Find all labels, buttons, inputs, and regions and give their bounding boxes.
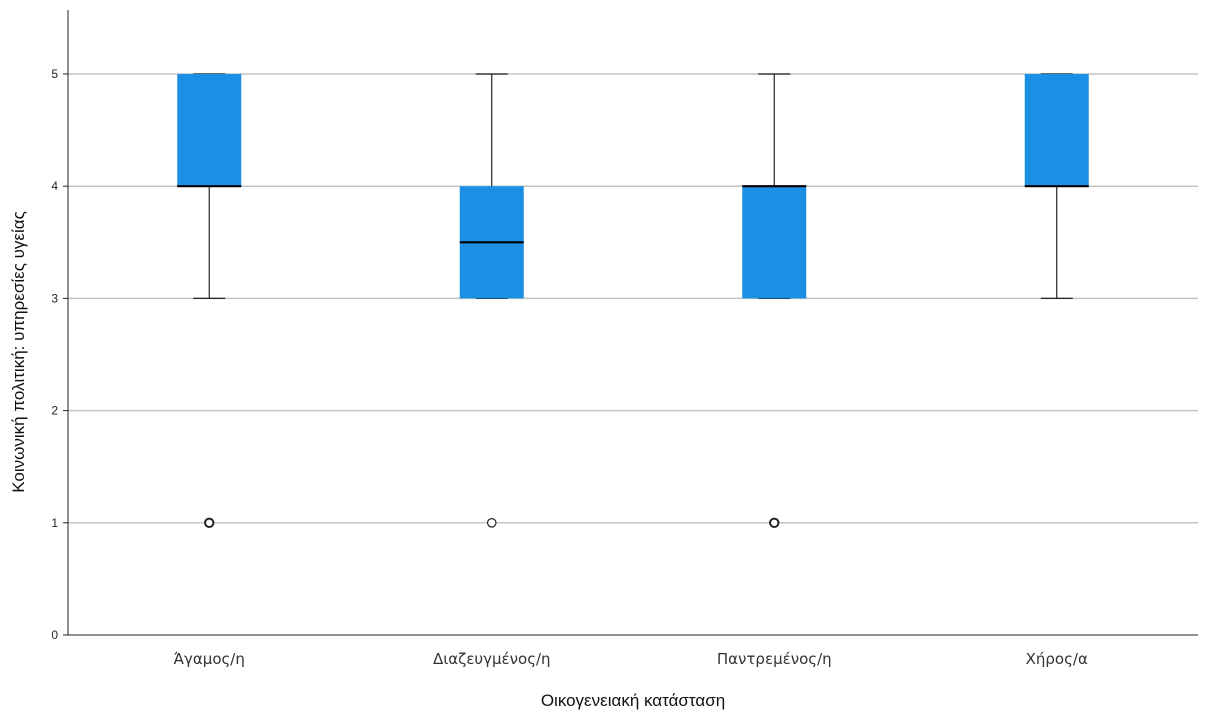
x-category-label: Άγαμος/η: [174, 650, 245, 668]
iqr-box: [742, 186, 807, 299]
y-tick-label: 1: [51, 516, 58, 530]
axes: [67, 10, 1198, 636]
box-1: [459, 73, 524, 528]
y-tick-label: 0: [51, 628, 58, 642]
x-category-label: Χήρος/α: [1026, 650, 1088, 668]
outlier-point: [769, 517, 780, 528]
x-category-label: Παντρεμένος/η: [717, 650, 832, 668]
gridlines: [68, 73, 1198, 524]
box-3: [1024, 73, 1089, 299]
x-category-labels: Άγαμος/η Διαζευγμένος/η Παντρεμένος/η Χήρος…: [174, 650, 1088, 668]
outlier-point: [204, 517, 215, 528]
x-axis-title: Οικογενειακή κατάσταση: [541, 691, 725, 710]
y-tick-label: 2: [51, 404, 58, 418]
y-tick-label: 3: [51, 291, 58, 305]
iqr-box: [177, 74, 242, 187]
y-tick-label: 5: [51, 67, 58, 81]
y-tick-labels: 0 1 2 3 4 5: [51, 67, 68, 642]
y-tick-label: 4: [51, 179, 58, 193]
x-category-label: Διαζευγμένος/η: [433, 650, 551, 668]
iqr-box: [1024, 74, 1089, 187]
y-axis-title: Κοινωνική πολιτική: υπηρεσίες υγείας: [9, 211, 28, 493]
box-2: [742, 73, 807, 528]
box-0: [177, 73, 242, 528]
outlier-point: [486, 517, 497, 528]
boxes: [177, 73, 1089, 528]
